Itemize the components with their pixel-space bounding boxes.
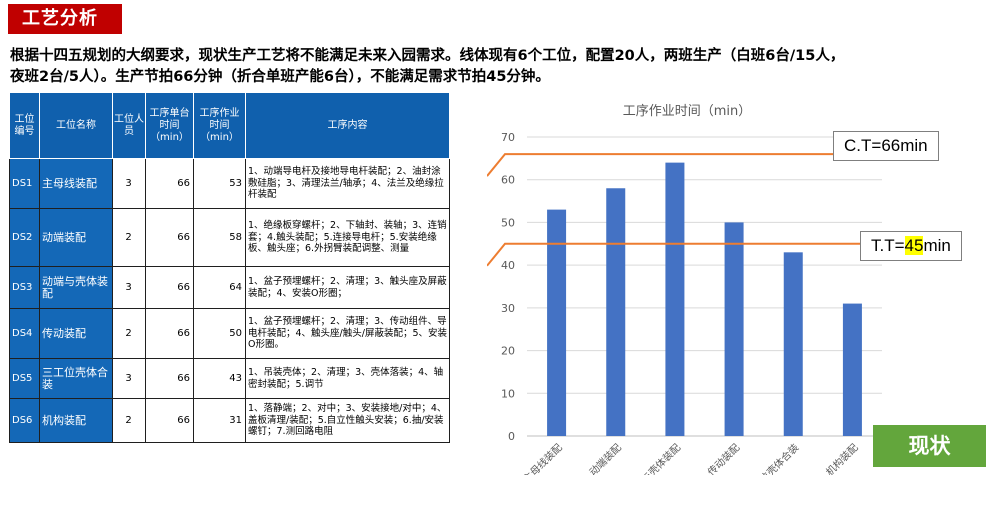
tt-suffix: min [923,236,951,255]
cell-content: 1、盆子预埋螺杆；2、清理；3、传动组件、导电杆装配；4、触头座/触头/屏蔽装配… [245,308,450,359]
cell-name: 动端与壳体装配 [39,266,113,309]
cell-code: DS4 [9,308,40,359]
bar [724,222,744,436]
x-tick-label: 主母线装配 [520,441,565,475]
y-tick-label: 20 [501,345,515,358]
tt-value: 45 [904,236,924,255]
y-tick-label: 30 [501,302,515,315]
header-unit-time: 工序单台时间（min） [145,92,194,159]
table-row: DS3 动端与壳体装配 3 66 64 1、盆子预埋螺杆；2、清理；3、触头座及… [9,266,450,309]
cell-name: 三工位壳体合装 [39,358,113,399]
intro-text: 根据十四五规划的大纲要求，现状生产工艺将不能满足未来入园需求。线体现有6个工位，… [10,46,992,88]
cell-work-time: 43 [193,358,246,399]
x-tick-label: 机构装配 [823,441,860,475]
ct-prefix: C.T= [844,136,882,155]
cell-code: DS6 [9,398,40,443]
table-row: DS2 动端装配 2 66 58 1、绝缘板穿螺杆；2、下轴封、装轴；3、连销套… [9,208,450,267]
x-tick-label: 三工位壳体合装 [743,441,802,475]
cell-content: 1、落静端；2、对中；3、安装接地/对中；4、盖板清理/装配；5.自立性触头安装… [245,398,450,443]
intro-line-2: 夜班2台/5人）。生产节拍66分钟（折合单班产能6台），不能满足需求节拍45分钟… [10,69,550,85]
header-name: 工位名称 [39,92,113,159]
y-tick-label: 70 [501,131,515,144]
cycle-time-label: C.T=66min [833,131,939,161]
cell-work-time: 31 [193,398,246,443]
header-work-time: 工序作业时间（min） [193,92,246,159]
cell-unit-time: 66 [145,358,194,399]
table-row: DS5 三工位壳体合装 3 66 43 1、吊装壳体；2、清理；3、壳体落装；4… [9,358,450,399]
tt-prefix: T.T= [871,236,905,255]
cell-code: DS3 [9,266,40,309]
cell-staff: 2 [112,398,146,443]
cell-name: 传动装配 [39,308,113,359]
cell-work-time: 58 [193,208,246,267]
cell-code: DS1 [9,158,40,209]
title-bar: 工艺分析 [8,4,122,34]
cell-unit-time: 66 [145,308,194,359]
y-tick-label: 40 [501,259,515,272]
cell-code: DS5 [9,358,40,399]
cell-content: 1、盆子预埋螺杆；2、清理；3、触头座及屏蔽装配；4、安装O形圈； [245,266,450,309]
reference-line [486,242,860,267]
y-tick-label: 10 [501,387,515,400]
table-row: DS1 主母线装配 3 66 53 1、动端导电杆及接地导电杆装配；2、油封涂敷… [9,158,450,209]
ct-value: 66 [881,136,901,155]
reference-line [486,153,833,177]
cell-staff: 2 [112,208,146,267]
process-table: 工位编号 工位名称 工位人员 工序单台时间（min） 工序作业时间（min） 工… [9,92,450,443]
y-tick-label: 60 [501,174,515,187]
cell-work-time: 53 [193,158,246,209]
cell-staff: 3 [112,266,146,309]
cell-name: 机构装配 [39,398,113,443]
chart-container: 工序作业时间（min） 0 10 20 30 40 50 60 70 主母线装配 动端装配 动端与… [486,90,890,500]
cell-content: 1、绝缘板穿螺杆；2、下轴封、装轴；3、连销套；4.触头装配；5.连接导电杆；5… [245,208,450,267]
cell-staff: 2 [112,308,146,359]
cell-unit-time: 66 [145,398,194,443]
bar [547,209,567,436]
cell-name: 主母线装配 [39,158,113,209]
ct-suffix: min [900,136,928,155]
cell-unit-time: 66 [145,208,194,267]
cell-work-time: 50 [193,308,246,359]
cell-unit-time: 66 [145,266,194,309]
bar [783,252,803,436]
x-tick-label: 动端与壳体装配 [624,441,683,475]
y-tick-label: 50 [501,216,515,229]
table-row: DS4 传动装配 2 66 50 1、盆子预埋螺杆；2、清理；3、传动组件、导电… [9,308,450,359]
bar [842,303,862,436]
cell-work-time: 64 [193,266,246,309]
table-row: DS6 机构装配 2 66 31 1、落静端；2、对中；3、安装接地/对中；4、… [9,398,450,443]
header-staff: 工位人员 [112,92,146,159]
bar [665,162,685,436]
cell-content: 1、吊装壳体；2、清理；3、壳体落装；4、轴密封装配；5.调节 [245,358,450,399]
page-title: 工艺分析 [22,8,98,29]
intro-line-1: 根据十四五规划的大纲要求，现状生产工艺将不能满足未来入园需求。线体现有6个工位，… [10,48,845,64]
y-tick-label: 0 [508,430,515,443]
cell-unit-time: 66 [145,158,194,209]
cell-staff: 3 [112,358,146,399]
cell-content: 1、动端导电杆及接地导电杆装配；2、油封涂敷硅脂；3、清理法兰/轴承；4、法兰及… [245,158,450,209]
x-tick-label: 传动装配 [705,441,742,475]
header-content: 工序内容 [245,92,450,159]
bar [606,188,626,436]
work-time-chart: 工序作业时间（min） 0 10 20 30 40 50 60 70 主母线装配 动端装配 动端与… [486,104,882,500]
header-code: 工位编号 [9,92,40,159]
chart-title: 工序作业时间（min） [623,104,752,119]
x-tick-label: 动端装配 [586,441,623,475]
cell-code: DS2 [9,208,40,267]
status-badge: 现状 [873,425,986,467]
cell-name: 动端装配 [39,208,113,267]
cell-staff: 3 [112,158,146,209]
takt-time-label: T.T=45min [860,231,962,261]
